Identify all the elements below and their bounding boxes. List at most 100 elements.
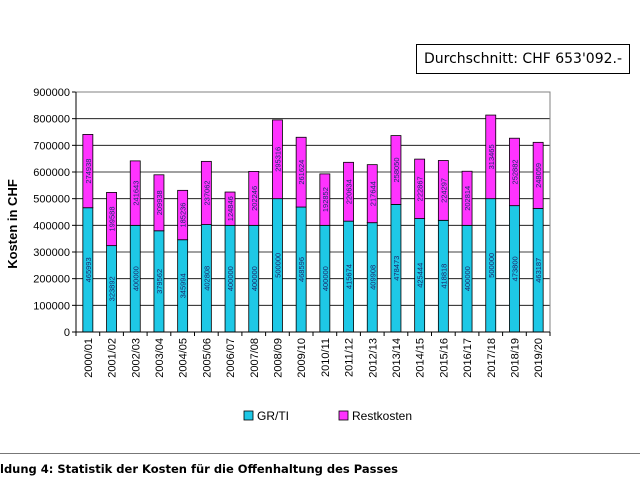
bar-restkosten xyxy=(153,174,165,232)
y-tick-label: 800000 xyxy=(33,114,70,126)
bar-label-restkosten: 222867 xyxy=(416,176,425,201)
bar-label-restkosten: 241643 xyxy=(131,181,140,206)
bar-label-restkosten: 192852 xyxy=(321,187,330,212)
legend: GR/TI Restkosten xyxy=(243,409,412,423)
axes xyxy=(75,91,551,336)
x-tick-label: 2003/04 xyxy=(154,338,166,378)
bar-restkosten xyxy=(461,170,473,226)
x-tick-label: 2018/19 xyxy=(509,338,521,378)
bar-restkosten xyxy=(414,158,426,219)
bar-label-restkosten: 313465 xyxy=(487,144,496,169)
bar-label-gr-ti: 425444 xyxy=(416,263,425,288)
x-tick-label: 2012/13 xyxy=(367,338,379,378)
x-tick-label: 2017/18 xyxy=(486,338,498,378)
bar-label-restkosten: 261624 xyxy=(297,160,306,185)
bar-restkosten xyxy=(532,141,544,209)
bar-label-restkosten: 295316 xyxy=(273,147,282,172)
bar-label-restkosten: 209938 xyxy=(155,190,164,215)
x-tick-label: 2009/10 xyxy=(296,338,308,378)
x-tick-label: 2001/02 xyxy=(107,338,119,378)
bar-restkosten xyxy=(343,161,354,222)
y-tick-label: 400000 xyxy=(33,220,70,232)
bar-restkosten xyxy=(319,173,331,226)
bar-label-gr-ti: 400000 xyxy=(131,266,140,291)
y-tick-label: 0 xyxy=(64,327,70,339)
bar-label-gr-ti: 418818 xyxy=(439,264,448,289)
bar-label-gr-ti: 400000 xyxy=(463,266,472,291)
bar-restkosten xyxy=(200,160,212,225)
bar-label-gr-ti: 400000 xyxy=(321,266,330,291)
bar-label-restkosten: 220634 xyxy=(345,179,354,204)
bar-label-restkosten: 199588 xyxy=(108,207,117,232)
bar-restkosten xyxy=(82,134,94,209)
bar-restkosten xyxy=(437,160,449,221)
caption-divider xyxy=(0,453,640,454)
y-axis-label: Kosten in CHF xyxy=(5,179,20,269)
bar-restkosten xyxy=(509,137,520,207)
bar-restkosten xyxy=(295,136,307,208)
bar-label-gr-ti: 402808 xyxy=(202,266,211,291)
bar-label-gr-ti: 463187 xyxy=(534,258,543,283)
x-tick-label: 2011/12 xyxy=(344,338,356,377)
bar-label-gr-ti: 345994 xyxy=(179,273,188,298)
x-tick-label: 2000/01 xyxy=(83,338,95,378)
bar-label-gr-ti: 500000 xyxy=(487,253,496,278)
bar-label-restkosten: 202814 xyxy=(463,186,472,211)
x-tick-label: 2007/08 xyxy=(249,338,261,378)
bar-label-gr-ti: 473800 xyxy=(510,256,519,281)
bar-restkosten xyxy=(272,119,283,200)
y-tick-label: 700000 xyxy=(33,140,70,152)
legend-swatch xyxy=(243,410,254,421)
y-tick-label: 300000 xyxy=(33,247,70,259)
bar-label-gr-ti: 415674 xyxy=(345,264,354,289)
bar-label-restkosten: 202246 xyxy=(250,186,259,211)
bar-label-gr-ti: 379562 xyxy=(155,269,164,294)
average-cost-box: Durchschnitt: CHF 653'092.- xyxy=(416,44,630,74)
y-tick-label: 100000 xyxy=(33,300,70,312)
x-tick-label: 2016/17 xyxy=(462,338,474,378)
gridlines xyxy=(72,91,550,333)
bar-value-labels: 465993 274938 323892 199588 400000 241643 3795… xyxy=(84,144,543,301)
legend-label: GR/TI xyxy=(257,409,289,423)
legend-swatch xyxy=(338,410,349,421)
x-tick-label: 2005/06 xyxy=(201,338,213,378)
x-tick-label: 2015/16 xyxy=(438,338,450,378)
bar-label-restkosten: 124846 xyxy=(226,196,235,221)
bar-label-restkosten: 258050 xyxy=(392,157,401,182)
bar-restkosten xyxy=(129,160,141,226)
y-tick-label: 500000 xyxy=(33,194,70,206)
bar-label-gr-ti: 478473 xyxy=(392,256,401,281)
bar-label-gr-ti: 400000 xyxy=(226,266,235,291)
x-tick-labels: 2000/01 2001/02 2002/03 2003/04 2004/05 2005/… xyxy=(83,338,545,378)
bar-restkosten xyxy=(224,191,236,226)
bar-label-gr-ti: 465993 xyxy=(84,257,93,282)
figure-caption: ldung 4: Statistik der Kosten für die Of… xyxy=(0,462,398,476)
bars xyxy=(82,114,544,333)
y-tick-label: 900000 xyxy=(33,87,70,99)
y-tick-label: 600000 xyxy=(33,167,70,179)
x-tick-label: 2010/11 xyxy=(320,338,332,377)
x-tick-label: 2019/20 xyxy=(533,338,545,378)
bar-label-restkosten: 252882 xyxy=(510,159,519,184)
bar-restkosten xyxy=(248,171,260,226)
x-tick-label: 2014/15 xyxy=(415,338,427,378)
bar-label-gr-ti: 409908 xyxy=(368,265,377,290)
bar-label-restkosten: 185236 xyxy=(179,203,188,228)
bar-label-gr-ti: 323892 xyxy=(108,276,117,301)
bar-restkosten xyxy=(177,189,189,241)
legend-label: Restkosten xyxy=(352,409,412,423)
x-tick-label: 2013/14 xyxy=(391,338,403,378)
bar-label-gr-ti: 468596 xyxy=(297,257,306,282)
bar-label-restkosten: 224297 xyxy=(439,178,448,203)
x-tick-label: 2004/05 xyxy=(178,338,190,378)
bar-label-restkosten: 274938 xyxy=(84,159,93,184)
bar-restkosten xyxy=(485,114,497,200)
x-tick-label: 2002/03 xyxy=(130,338,142,378)
bar-label-gr-ti: 400000 xyxy=(250,266,259,291)
x-tick-label: 2006/07 xyxy=(225,338,237,378)
bar-restkosten xyxy=(106,192,117,247)
y-tick-labels: 0 100000 200000 300000 400000 500000 600000 700… xyxy=(33,87,70,339)
y-tick-label: 200000 xyxy=(33,274,70,286)
bar-restkosten xyxy=(366,164,378,224)
